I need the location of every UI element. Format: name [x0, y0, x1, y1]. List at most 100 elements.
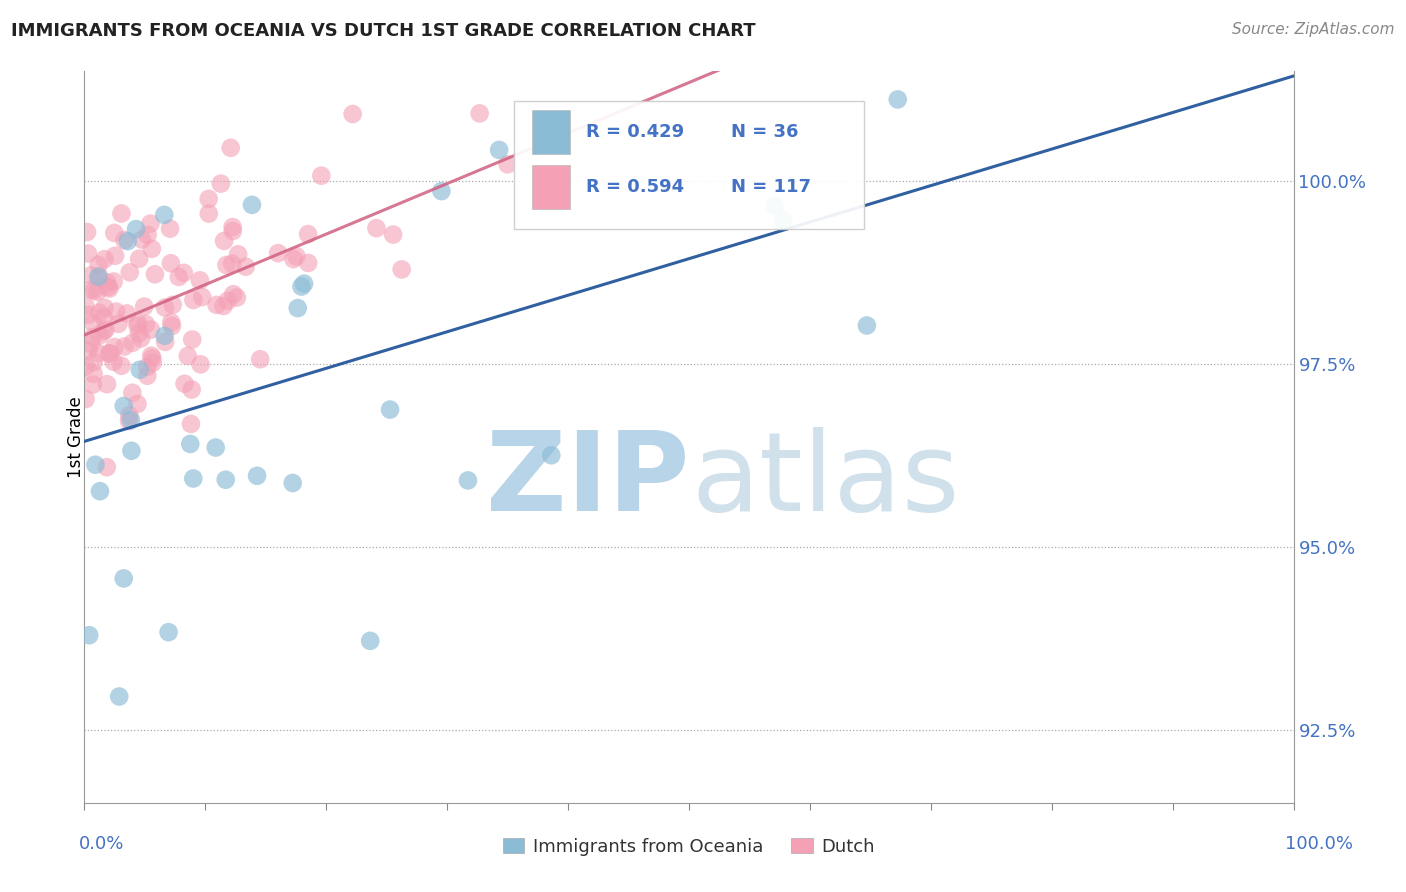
Point [127, 318, 149, 333]
Point [103, 340, 125, 354]
Point [763, 199, 786, 213]
Point [180, 383, 202, 397]
Point [177, 349, 200, 363]
Point [366, 221, 388, 235]
Point [136, 227, 159, 242]
Point [235, 260, 257, 274]
FancyBboxPatch shape [531, 111, 571, 153]
Point [209, 177, 232, 191]
Point [80, 283, 103, 297]
Point [82, 316, 104, 330]
Point [142, 356, 165, 370]
Legend: Immigrants from Oceania, Dutch: Immigrants from Oceania, Dutch [495, 830, 883, 863]
Text: R = 0.429: R = 0.429 [586, 123, 685, 141]
Point [117, 234, 139, 248]
Point [141, 242, 163, 256]
Point [488, 143, 510, 157]
Point [292, 277, 315, 291]
Point [94, 322, 117, 336]
Point [382, 227, 405, 242]
Point [249, 352, 271, 367]
Point [157, 625, 180, 640]
Point [98, 346, 121, 360]
Point [98, 346, 121, 360]
Point [457, 474, 479, 488]
Point [197, 206, 219, 220]
Point [188, 273, 211, 287]
Point [215, 473, 238, 487]
Point [112, 399, 135, 413]
Point [540, 448, 562, 462]
Point [128, 252, 150, 266]
Point [93, 252, 115, 267]
Point [76, 225, 98, 239]
Point [103, 275, 125, 289]
Point [75, 392, 97, 406]
Point [82, 330, 104, 344]
Point [87, 269, 110, 284]
Text: R = 0.594: R = 0.594 [586, 178, 685, 196]
Point [108, 690, 131, 704]
Point [179, 437, 201, 451]
Y-axis label: 1st Grade: 1st Grade [67, 396, 84, 478]
Point [153, 208, 176, 222]
Point [215, 258, 238, 272]
Text: IMMIGRANTS FROM OCEANIA VS DUTCH 1ST GRADE CORRELATION CHART: IMMIGRANTS FROM OCEANIA VS DUTCH 1ST GRA… [11, 22, 756, 40]
Point [139, 217, 162, 231]
Point [75, 359, 97, 374]
Text: 0.0%: 0.0% [79, 835, 124, 853]
Point [87, 269, 110, 284]
Point [342, 107, 364, 121]
Point [887, 92, 910, 106]
Point [93, 310, 115, 325]
Point [120, 413, 142, 427]
Point [77, 628, 100, 642]
Point [89, 484, 111, 499]
Point [153, 328, 176, 343]
Point [83, 284, 105, 298]
Point [160, 256, 183, 270]
FancyBboxPatch shape [531, 165, 571, 209]
Point [167, 269, 190, 284]
Point [97, 280, 120, 294]
Point [183, 293, 205, 307]
Text: Source: ZipAtlas.com: Source: ZipAtlas.com [1232, 22, 1395, 37]
Text: N = 117: N = 117 [731, 178, 811, 196]
Point [297, 256, 319, 270]
Point [120, 443, 142, 458]
Point [139, 322, 162, 336]
Point [287, 301, 309, 315]
Point [136, 368, 159, 383]
Point [107, 317, 129, 331]
Point [162, 298, 184, 312]
Point [226, 247, 249, 261]
Point [93, 324, 115, 338]
Point [118, 414, 141, 428]
Point [221, 220, 243, 235]
Point [378, 402, 401, 417]
Point [197, 192, 219, 206]
Point [77, 343, 100, 357]
Point [212, 299, 235, 313]
Point [105, 304, 128, 318]
Point [225, 291, 247, 305]
Point [89, 328, 111, 343]
Point [285, 30, 308, 45]
Point [772, 213, 794, 227]
Point [128, 363, 150, 377]
Point [87, 346, 110, 360]
Point [181, 333, 204, 347]
Point [204, 441, 226, 455]
Point [468, 106, 491, 120]
Point [83, 355, 105, 369]
Point [430, 184, 453, 198]
Text: ZIP: ZIP [485, 427, 689, 534]
Point [240, 198, 263, 212]
Point [98, 282, 121, 296]
Point [118, 409, 141, 423]
Point [290, 279, 312, 293]
Point [856, 318, 879, 333]
Point [118, 265, 141, 279]
Point [103, 226, 125, 240]
Point [80, 337, 103, 351]
